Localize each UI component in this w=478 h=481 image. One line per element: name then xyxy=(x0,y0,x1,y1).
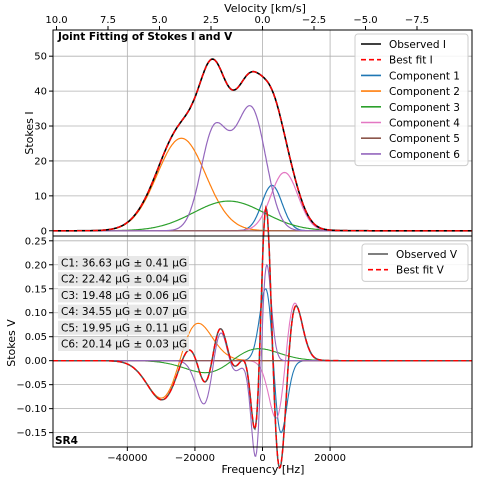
fit-result-box xyxy=(58,320,189,335)
y-tick-label: 30 xyxy=(34,122,47,133)
y-tick-label: −0.10 xyxy=(16,404,47,415)
legend-label: Observed V xyxy=(396,249,458,261)
fit-result-text: C5: 19.95 μG ± 0.11 μG xyxy=(61,322,187,334)
legend-box xyxy=(361,243,469,282)
velocity-tick-label: −5.0 xyxy=(353,15,377,26)
velocity-axis: 10.0 7.5 5.0 2.5 0.0 −2.5 −5.0 −7.5 xyxy=(45,15,429,30)
velocity-tick-label: 5.0 xyxy=(152,15,168,26)
y-tick-label: −0.15 xyxy=(16,428,47,439)
fit-result-box xyxy=(58,256,189,270)
velocity-tick-label: 10.0 xyxy=(45,15,67,26)
fit-result-text: C2: 22.42 μG ± 0.04 μG xyxy=(61,274,187,286)
velocity-axis-label: Velocity [km/s] xyxy=(224,2,306,15)
fit-results: C1: 36.63 μG ± 0.41 μG C2: 22.42 μG ± 0.0… xyxy=(58,256,189,351)
legend-label: Observed I xyxy=(389,39,446,51)
stokes-v-legend: Observed V Best fit V xyxy=(361,243,469,282)
fit-result-box xyxy=(58,304,189,319)
stokes-i-legend: Observed I Best fit I Component 1 Component… xyxy=(354,33,469,167)
fit-result-box xyxy=(58,288,189,303)
y-tick-label: −0.05 xyxy=(16,380,47,391)
x-tick-label: 20000 xyxy=(314,453,346,464)
legend-label: Best fit V xyxy=(396,265,445,277)
legend-label: Component 6 xyxy=(389,149,460,161)
frequency-axis-label: Frequency [Hz] xyxy=(222,463,305,476)
stokes-v-axis-label: Stokes V xyxy=(5,319,18,367)
y-tick-label: 40 xyxy=(34,87,47,98)
legend-box xyxy=(354,33,469,167)
stokes-v-curves xyxy=(53,205,472,469)
fit-result-text: C4: 34.55 μG ± 0.07 μG xyxy=(61,306,187,318)
y-tick-label: 0.25 xyxy=(25,236,47,247)
x-tick-label: 0 xyxy=(259,453,265,464)
fit-result-text: C3: 19.48 μG ± 0.06 μG xyxy=(61,290,187,302)
velocity-tick-label: 0.0 xyxy=(255,15,271,26)
y-tick-label: 0.15 xyxy=(25,284,47,295)
legend-label: Component 2 xyxy=(389,86,460,98)
y-tick-label: 20 xyxy=(34,156,47,167)
y-tick-label: 50 xyxy=(34,52,47,63)
x-tick-label: −20000 xyxy=(175,453,215,464)
fit-result-box xyxy=(58,337,189,351)
y-tick-label: 10 xyxy=(34,191,47,202)
stokes-v-ticks: −40000 −20000 0 20000 −0.15 −0.10 −0.05 0.00 0.0… xyxy=(16,236,346,464)
y-tick-label: 0.05 xyxy=(25,332,47,343)
series-line-best-fit-i xyxy=(53,58,472,232)
y-tick-label: 0.20 xyxy=(25,260,47,271)
fit-result-text: C1: 36.63 μG ± 0.41 μG xyxy=(61,258,187,270)
y-tick-label: 0 xyxy=(41,226,47,237)
series-line-best-fit-v xyxy=(53,205,472,469)
velocity-tick-label: −2.5 xyxy=(302,15,326,26)
legend-label: Component 1 xyxy=(389,70,460,82)
stokes-i-curves xyxy=(53,58,472,232)
legend-label: Component 3 xyxy=(389,102,460,114)
chart-title: Joint Fitting of Stokes I and V xyxy=(57,31,233,43)
legend-label: Best fit I xyxy=(389,55,433,67)
legend-label: Component 5 xyxy=(389,133,460,145)
stokes-i-axis-label: Stokes I xyxy=(23,111,36,154)
panel-label: SR4 xyxy=(55,435,78,447)
legend-label: Component 4 xyxy=(389,118,460,130)
stokes-i-ticks: 0 10 20 30 40 50 xyxy=(34,52,53,237)
velocity-tick-label: −7.5 xyxy=(405,15,429,26)
y-tick-label: 0.00 xyxy=(25,356,47,367)
y-tick-label: 0.10 xyxy=(25,308,47,319)
x-tick-label: −40000 xyxy=(107,453,147,464)
fit-result-box xyxy=(58,272,189,287)
fit-result-text: C6: 20.14 μG ± 0.03 μG xyxy=(61,339,187,351)
velocity-tick-label: 2.5 xyxy=(203,15,219,26)
velocity-tick-label: 7.5 xyxy=(100,15,116,26)
